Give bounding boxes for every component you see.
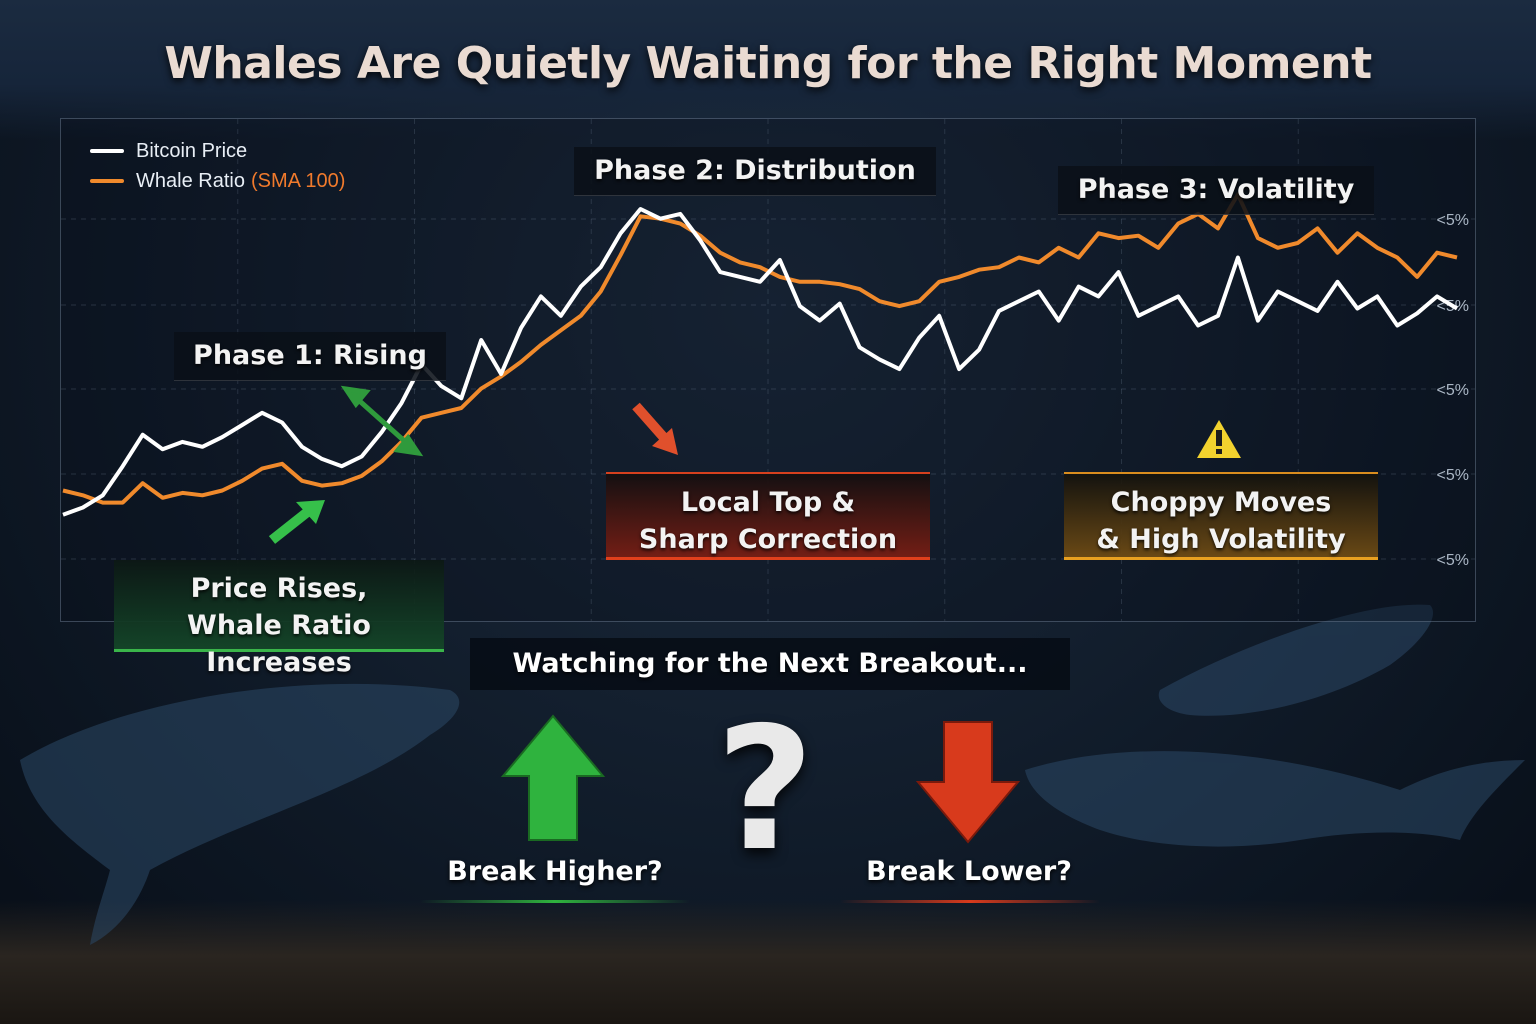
- up-arrow-icon: [500, 714, 606, 841]
- break-lower-label: Break Lower?: [866, 856, 1072, 887]
- whale-icon: [20, 683, 460, 945]
- break-lower-underline: [840, 900, 1100, 903]
- y-tick-label: <5%: [1437, 467, 1469, 484]
- y-tick-label: <5%: [1437, 552, 1469, 569]
- legend-item-price: Bitcoin Price: [90, 136, 345, 166]
- watching-banner: Watching for the Next Breakout...: [470, 638, 1070, 690]
- question-mark: ?: [715, 691, 815, 889]
- legend-label-whale-sma: (SMA 100): [250, 169, 346, 192]
- bitcoin-price-line: [62, 207, 1459, 517]
- arrow-up-right-icon: [268, 500, 325, 544]
- seabed: [0, 900, 1536, 1024]
- legend-label-whale: Whale Ratio: [136, 169, 245, 192]
- phase3-label: Phase 3: Volatility: [1058, 166, 1374, 215]
- callout-red-line2: Sharp Correction: [638, 524, 898, 555]
- legend-swatch-price: [90, 149, 124, 153]
- warning-icon: [1197, 420, 1241, 458]
- y-axis-ticks: <5%<5%<5%<5%<5%: [1437, 212, 1469, 569]
- double-arrow-icon: [340, 385, 424, 457]
- callout-price-rises: Price Rises, Whale Ratio Increases: [114, 560, 444, 678]
- legend-item-whale: Whale Ratio (SMA 100): [90, 166, 345, 196]
- break-higher-label: Break Higher?: [447, 856, 663, 887]
- whale-icon: [1025, 751, 1525, 847]
- callout-local-top: Local Top & Sharp Correction: [606, 472, 930, 560]
- chart-legend: Bitcoin Price Whale Ratio (SMA 100): [90, 136, 345, 196]
- phase1-label: Phase 1: Rising: [174, 332, 446, 381]
- legend-label-price: Bitcoin Price: [136, 139, 248, 162]
- page-title: Whales Are Quietly Waiting for the Right…: [164, 38, 1372, 89]
- phase2-label: Phase 2: Distribution: [574, 147, 936, 196]
- ocean-surface: [0, 0, 1536, 140]
- whale-ratio-line: [62, 192, 1458, 505]
- y-tick-label: <5%: [1437, 382, 1469, 399]
- callout-green-line2: Whale Ratio Increases: [187, 610, 371, 678]
- whale-icon: [1158, 604, 1434, 716]
- callout-choppy: Choppy Moves & High Volatility: [1064, 472, 1378, 560]
- down-arrow-icon: [915, 721, 1021, 844]
- callout-amber-line1: Choppy Moves: [1110, 487, 1332, 518]
- y-tick-label: <5%: [1437, 212, 1469, 229]
- break-higher-underline: [420, 900, 690, 903]
- callout-red-line1: Local Top &: [680, 487, 856, 518]
- legend-swatch-whale: [90, 179, 124, 183]
- callout-green-line1: Price Rises,: [190, 573, 368, 604]
- callout-amber-line2: & High Volatility: [1096, 524, 1346, 555]
- arrow-down-right-icon: [632, 402, 678, 455]
